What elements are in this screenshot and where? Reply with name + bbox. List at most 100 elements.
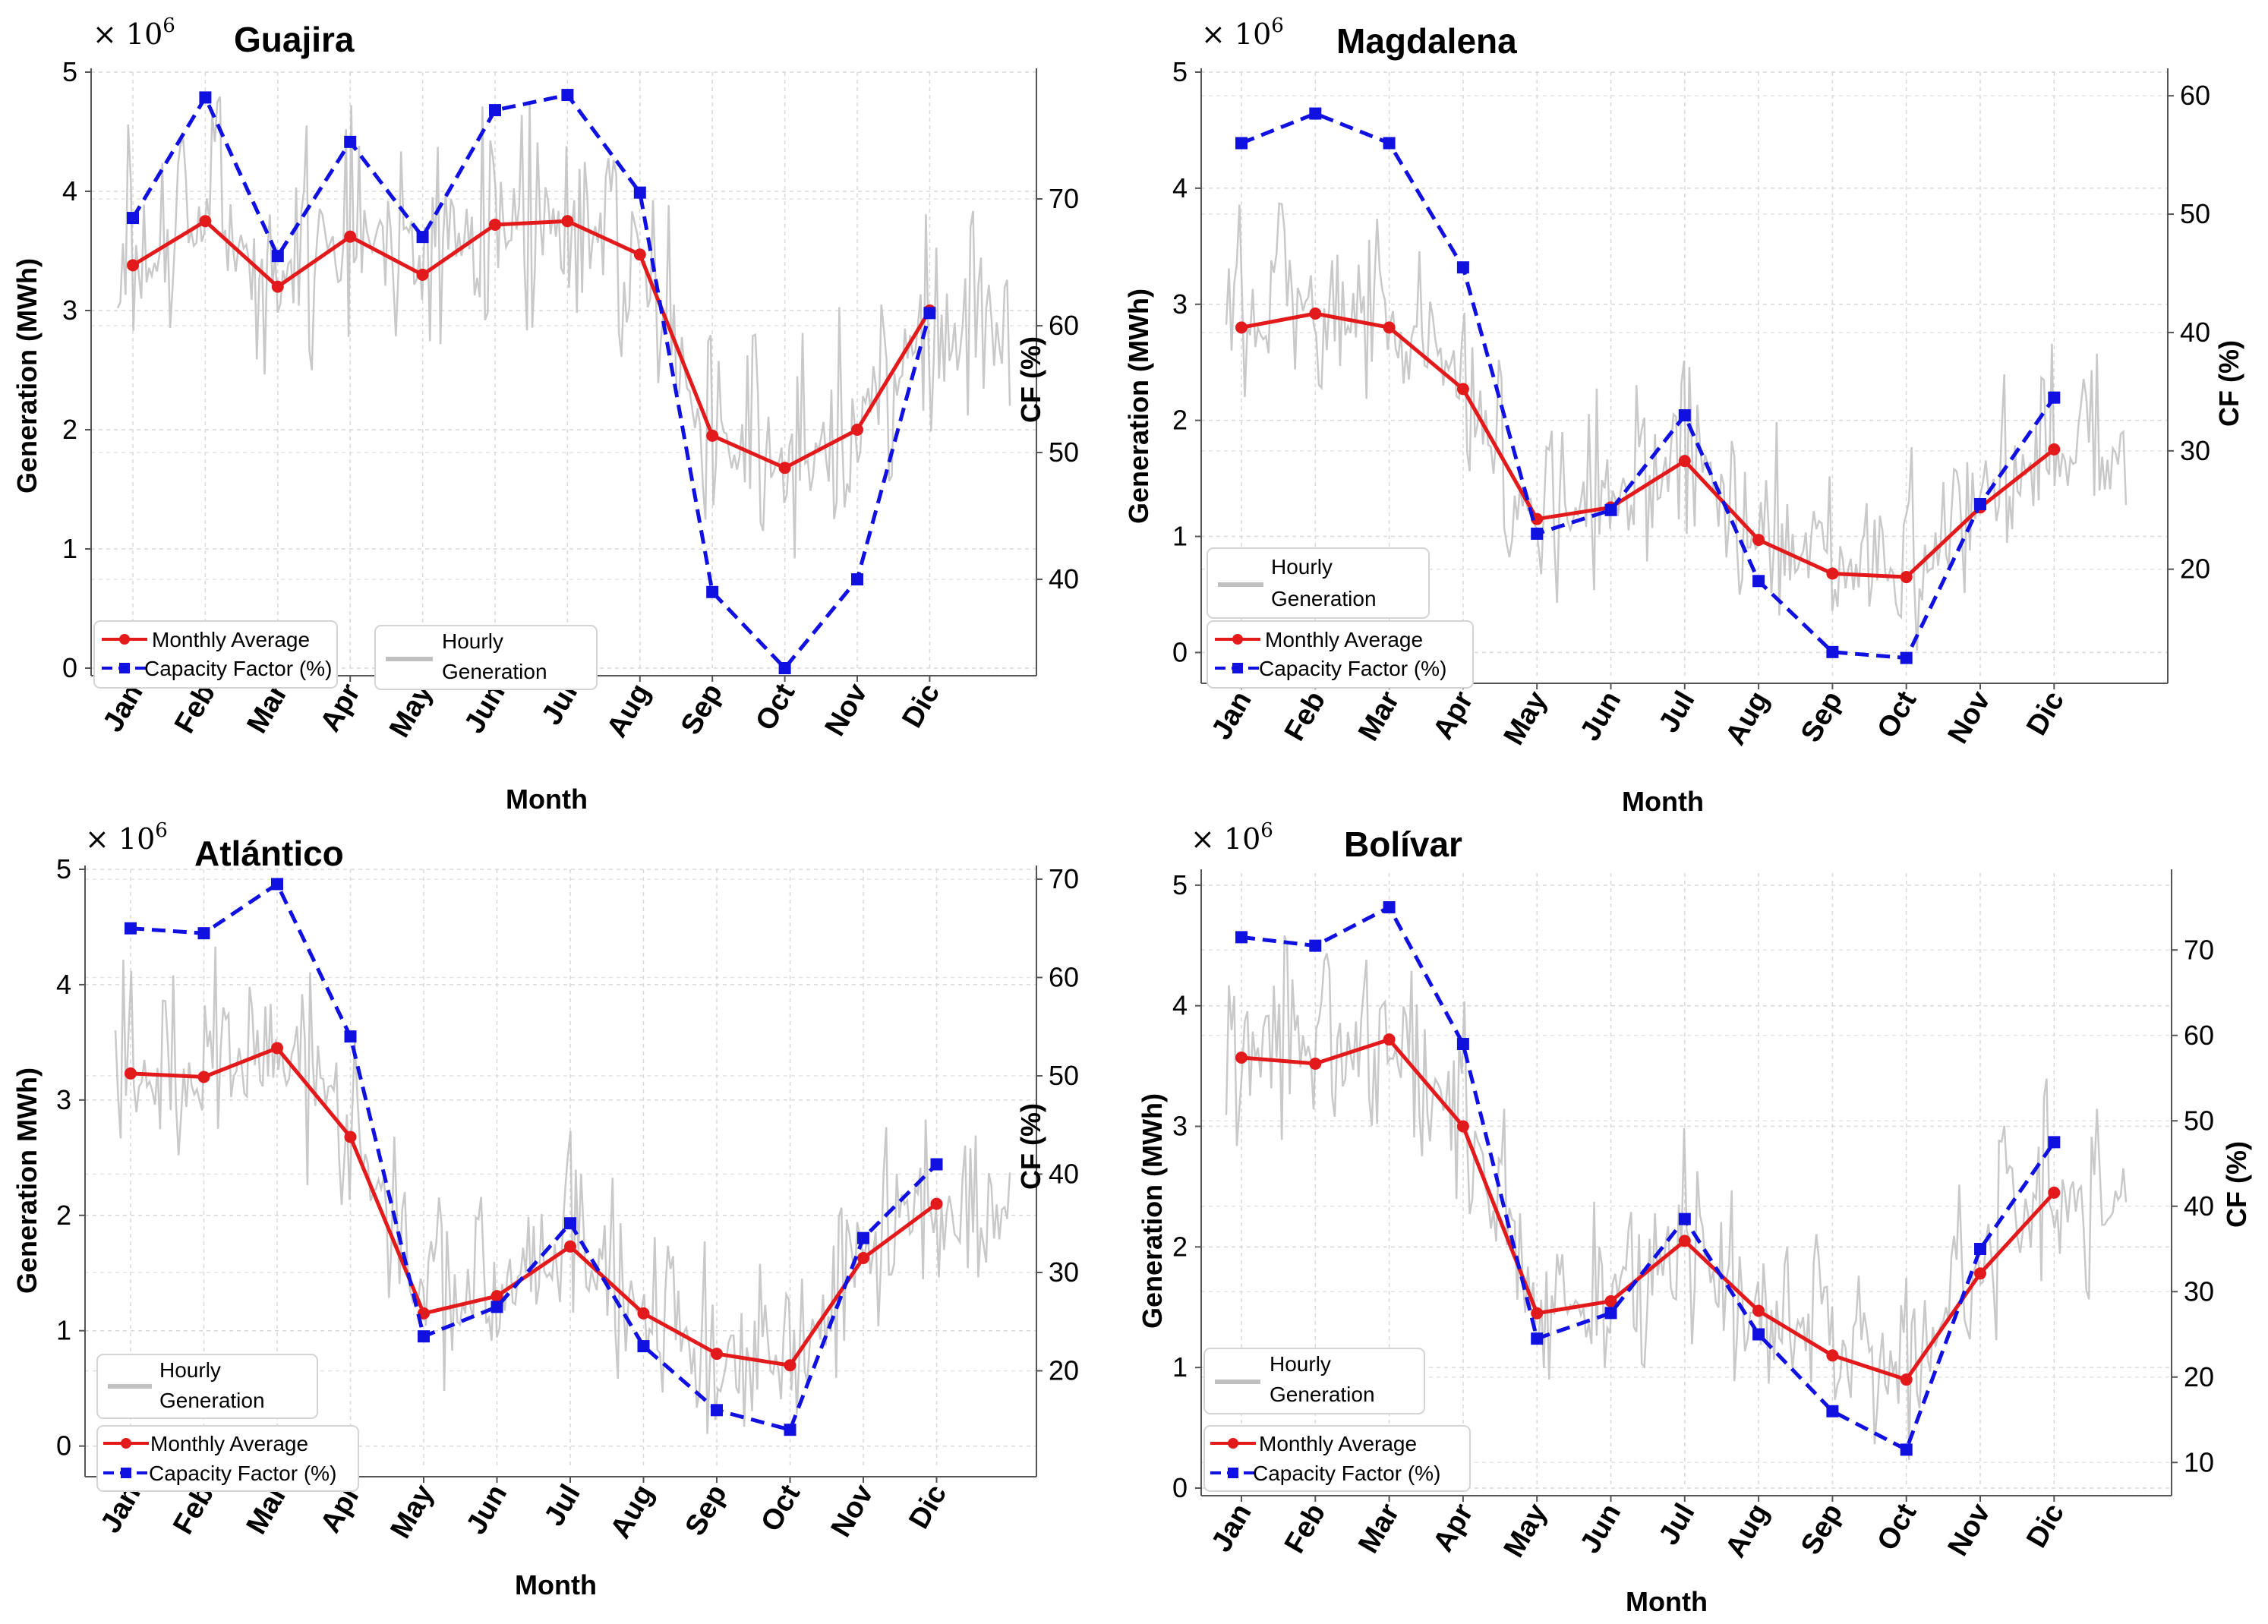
axes-layer [1195,869,2178,1502]
y-tick-label: 4 [1172,990,1188,1021]
y2-tick-label: 40 [2180,317,2210,348]
capacity-factor-point [491,1301,503,1313]
legend-marker-monthly-average [119,634,130,645]
capacity-factor-point [1900,651,1913,664]
y2-tick-label: 30 [2180,435,2210,466]
monthly-average-point [637,1307,650,1320]
monthly-average-point [2048,1186,2061,1199]
legend-box [1207,547,1430,619]
capacity-factor-point [778,662,791,674]
legend-box [96,1354,318,1419]
monthly-average-point [1309,1057,1322,1070]
capacity-factor-point [271,878,283,891]
y-tick-label: 1 [56,1315,71,1346]
legend-hourly: Hourly Generation [96,1354,318,1419]
capacity-factor-point [2048,1136,2061,1149]
capacity-factor-point [1974,497,1986,510]
capacity-factor-point [416,231,429,244]
capacity-factor-point [1235,137,1248,150]
legend-label-monthly-average: Monthly Average [150,1432,308,1455]
legend-box [1207,620,1474,689]
legend-monthly-cf: Monthly Average Capacity Factor (%) [96,1425,359,1492]
hourly-generation-layer [1225,202,2128,651]
series-layer [1235,901,2061,1456]
monthly-average-point [1974,1267,1986,1280]
chart-title: Bolívar [1344,825,1462,864]
y2-tick-label: 50 [2180,198,2210,229]
monthly-average-point [1235,1052,1248,1064]
y2-tick-label: 60 [1049,310,1079,341]
y-tick-label: 0 [56,1430,71,1462]
monthly-average-line [1241,1037,2056,1382]
series-layer [127,89,936,674]
legend-label-hourly-generation-2: Generation [442,660,547,683]
legend-marker-monthly-average [1232,634,1243,645]
multiplier-label: × 106 [85,819,168,856]
legend-marker-capacity-factor [121,1468,131,1478]
legend-label-monthly-average: Monthly Average [1259,1432,1417,1455]
capacity-factor-point [1752,575,1765,588]
monthly-average-point [197,1071,210,1083]
multiplier-label: × 106 [1201,14,1284,51]
y2-tick-label: 40 [1049,563,1079,594]
monthly-average-line [131,219,932,470]
multiplier-label: × 106 [93,14,175,51]
legend-label-capacity-factor: Capacity Factor (%) [144,657,332,680]
monthly-average-point [491,1290,503,1303]
monthly-average-point [857,1251,869,1264]
monthly-average-point [344,1130,357,1143]
x-axis-label: Month [1622,786,1704,817]
y-axis-label: Generation (MWh) [11,258,43,494]
y2-tick-label: 40 [1049,1158,1079,1189]
legend-label-hourly-generation: Hourly [159,1358,221,1382]
y2-tick-label: 60 [2180,80,2210,111]
capacity-factor-point [199,91,212,104]
monthly-average-point [1383,321,1396,334]
multiplier-label: × 106 [1191,819,1273,856]
monthly-average-point [1309,307,1322,320]
capacity-factor-point [197,927,210,940]
legend-marker-monthly-average [121,1438,131,1449]
legend-label-monthly-average: Monthly Average [1265,628,1423,651]
capacity-factor-point [1383,137,1396,150]
y2-axis-label: CF (%) [2213,340,2244,427]
capacity-factor-point [125,922,137,935]
capacity-factor-point [1531,1332,1544,1345]
legend-box [1203,1348,1425,1414]
capacity-factor-point [1826,1405,1839,1417]
monthly-average-point [930,1197,943,1210]
monthly-average-point [1900,1373,1913,1386]
capacity-factor-point [637,1340,650,1353]
capacity-factor-point [1974,1243,1986,1255]
y2-tick-label: 70 [1049,183,1079,214]
legend-label-monthly-average: Monthly Average [152,628,310,651]
legend-marker-capacity-factor [1228,1468,1238,1478]
y-tick-label: 1 [1172,521,1188,552]
legend-label-hourly-generation: Hourly [1271,555,1333,579]
y2-tick-label: 10 [2184,1446,2214,1477]
capacity-factor-point [271,250,284,263]
legend-label-hourly-generation-2: Generation [1271,587,1377,610]
y2-tick-label: 50 [1049,1060,1079,1091]
monthly-average-point [1531,1307,1544,1320]
monthly-average-point [1752,534,1765,547]
y2-tick-label: 20 [2184,1361,2214,1392]
legend-monthly-cf: Monthly Average Capacity Factor (%) [1203,1425,1471,1492]
capacity-factor-point [923,307,936,320]
legend-marker-monthly-average [1228,1438,1238,1449]
monthly-average-point [271,280,284,293]
monthly-average-point [561,215,574,228]
y2-tick-label: 60 [1049,961,1079,992]
y-tick-label: 4 [56,969,71,1000]
y2-tick-label: 60 [2184,1020,2214,1051]
legend-label-capacity-factor: Capacity Factor (%) [1253,1462,1440,1485]
monthly-average-point [1826,1349,1839,1362]
capacity-factor-point [851,573,863,586]
y2-tick-label: 30 [2184,1276,2214,1307]
capacity-factor-point [418,1330,430,1343]
y-tick-label: 4 [62,175,77,207]
y-tick-label: 0 [62,652,77,683]
legend-hourly: Hourly Generation [1203,1348,1425,1414]
y2-tick-label: 50 [1049,437,1079,468]
